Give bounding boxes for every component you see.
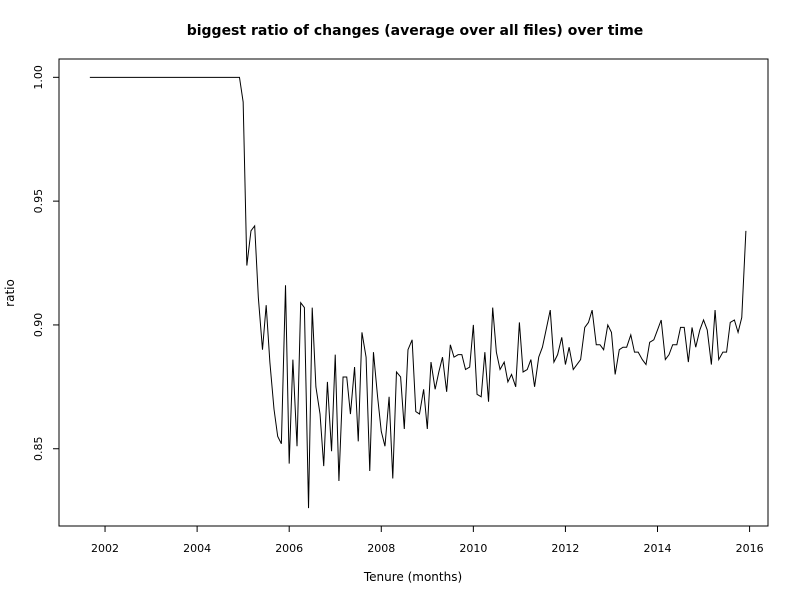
x-tick-label: 2004 bbox=[183, 542, 211, 555]
y-axis-label: ratio bbox=[3, 279, 17, 307]
series-line bbox=[89, 76, 747, 509]
x-tick-label: 2002 bbox=[91, 542, 119, 555]
chart-title: biggest ratio of changes (average over a… bbox=[187, 23, 644, 39]
x-tick-label: 2016 bbox=[736, 542, 764, 555]
y-tick-label: 1.00 bbox=[32, 65, 45, 90]
x-axis: 2002 2004 2006 2008 2010 2012 2014 2016 bbox=[91, 526, 764, 555]
y-axis: 0.85 0.90 0.95 1.00 bbox=[32, 65, 59, 461]
x-tick-label: 2010 bbox=[459, 542, 487, 555]
y-tick-label: 0.85 bbox=[32, 436, 45, 461]
x-tick-label: 2012 bbox=[551, 542, 579, 555]
x-axis-label: Tenure (months) bbox=[363, 570, 462, 584]
y-tick-label: 0.95 bbox=[32, 189, 45, 214]
x-tick-label: 2006 bbox=[275, 542, 303, 555]
plot-frame bbox=[58, 58, 769, 527]
y-tick-label: 0.90 bbox=[32, 313, 45, 338]
x-tick-label: 2014 bbox=[644, 542, 672, 555]
x-tick-label: 2008 bbox=[367, 542, 395, 555]
